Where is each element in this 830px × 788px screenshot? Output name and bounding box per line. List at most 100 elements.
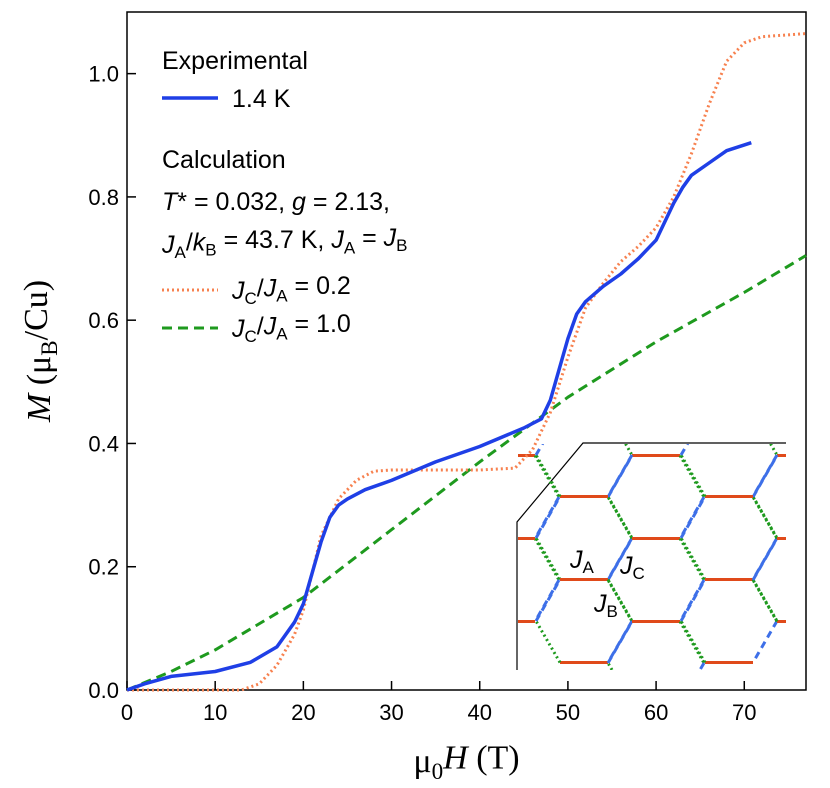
text-part: / <box>257 313 264 341</box>
legend-label: JC/JA = 0.2 <box>231 272 351 308</box>
text-part: /Cu) <box>18 280 55 340</box>
text-part: J <box>330 226 344 254</box>
bond <box>825 456 830 498</box>
x-tick-label: 70 <box>732 700 756 725</box>
bond <box>534 578 562 622</box>
text-part: (μ <box>21 356 58 394</box>
coupling-label: JA <box>569 546 595 577</box>
x-tick-label: 50 <box>556 700 580 725</box>
bond <box>678 496 706 540</box>
series-line <box>126 141 752 692</box>
bond <box>606 537 634 581</box>
bond <box>534 495 562 539</box>
x-axis-label: μ0H (T) <box>413 740 519 785</box>
text-part: B <box>205 241 216 260</box>
text-part: = 2.13, <box>306 188 390 216</box>
text-part: A <box>175 243 187 262</box>
text-part: J <box>569 546 583 574</box>
y-tick-label: 0.0 <box>88 678 119 703</box>
text-part: J <box>263 275 277 303</box>
text-part: A <box>276 325 288 344</box>
text-part: C <box>245 327 257 346</box>
text-part: 0 <box>432 759 444 785</box>
x-tick-label: 30 <box>379 700 403 725</box>
bond <box>751 620 779 664</box>
x-tick-label: 20 <box>291 700 315 725</box>
bond <box>606 444 634 456</box>
bond <box>533 496 561 540</box>
calc-params: JA/kB = 43.7 K, JA = JB <box>161 224 408 262</box>
x-tick-label: 60 <box>644 700 668 725</box>
inset-frame <box>516 442 786 670</box>
bond <box>679 444 707 456</box>
text-part: J <box>593 590 607 618</box>
bond <box>463 456 487 498</box>
text-part: A <box>344 238 356 257</box>
lattice <box>463 444 830 670</box>
bond <box>606 620 634 664</box>
series-line <box>126 254 807 692</box>
y-tick-label: 0.4 <box>88 431 119 456</box>
text-part: (T) <box>468 740 520 777</box>
bond <box>606 454 634 498</box>
legend-label: JC/JA = 1.0 <box>231 310 351 346</box>
bond <box>606 620 634 664</box>
bond <box>751 454 779 498</box>
text-part: J <box>263 313 277 341</box>
text-part: B <box>37 340 63 355</box>
y-tick-label: 0.8 <box>88 185 119 210</box>
text-part: J <box>231 277 245 305</box>
bond <box>534 620 562 664</box>
text-part: = 43.7 K, <box>217 226 332 254</box>
text-part: g <box>292 188 306 216</box>
bond <box>679 578 707 622</box>
text-part: M <box>21 392 58 423</box>
y-tick-label: 0.2 <box>88 555 119 580</box>
text-part: k <box>193 229 207 257</box>
bond <box>751 454 779 498</box>
bond <box>825 580 830 622</box>
bond <box>678 662 706 670</box>
y-tick-label: 0.6 <box>88 308 119 333</box>
bond <box>751 537 779 581</box>
bond <box>751 444 779 456</box>
text-part: J <box>231 315 245 343</box>
text-part: * = 0.032, <box>177 188 292 216</box>
text-part: H <box>442 740 470 777</box>
text-part: J <box>619 552 633 580</box>
text-part: C <box>245 289 257 308</box>
text-part: / <box>257 275 264 303</box>
text-part: A <box>276 287 288 306</box>
bond <box>606 454 634 498</box>
bond <box>606 662 634 670</box>
y-axis-label: M (μB/Cu) <box>18 280 63 423</box>
bond <box>463 539 487 581</box>
legend-heading: Calculation <box>162 146 286 174</box>
bond <box>679 495 707 539</box>
coupling-label: JB <box>593 590 618 621</box>
text-part: C <box>633 564 645 583</box>
text-part: A <box>583 558 595 577</box>
plot-frame <box>126 11 807 691</box>
bond <box>825 497 830 539</box>
bond <box>678 579 706 623</box>
text-part: = <box>355 224 384 252</box>
y-tick-label: 1.0 <box>88 62 119 87</box>
bond <box>533 579 561 623</box>
text-part: = 1.0 <box>288 310 351 338</box>
text-part: B <box>396 236 407 255</box>
bond <box>825 539 830 581</box>
text-part: J <box>383 224 397 252</box>
legend-label: 1.4 K <box>232 85 291 113</box>
bond <box>751 537 779 581</box>
x-tick-label: 10 <box>203 700 227 725</box>
calc-params: T* = 0.032, g = 2.13, <box>162 188 390 216</box>
bond <box>463 497 487 539</box>
bond <box>463 580 487 622</box>
bond <box>606 537 634 581</box>
text-part: T <box>162 188 179 216</box>
text-part: μ <box>413 743 431 780</box>
